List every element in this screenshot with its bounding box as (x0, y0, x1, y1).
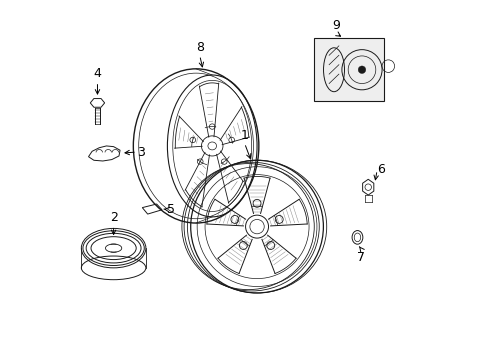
Text: 2: 2 (109, 211, 117, 224)
Text: 6: 6 (376, 163, 384, 176)
Text: 5: 5 (167, 203, 175, 216)
Text: 1: 1 (240, 129, 248, 141)
Circle shape (358, 66, 365, 73)
Text: 7: 7 (356, 251, 365, 264)
Text: 4: 4 (93, 67, 101, 80)
Text: 8: 8 (195, 41, 203, 54)
Bar (314, 39, 384, 101)
Text: 9: 9 (332, 19, 340, 32)
Text: 3: 3 (137, 145, 144, 158)
